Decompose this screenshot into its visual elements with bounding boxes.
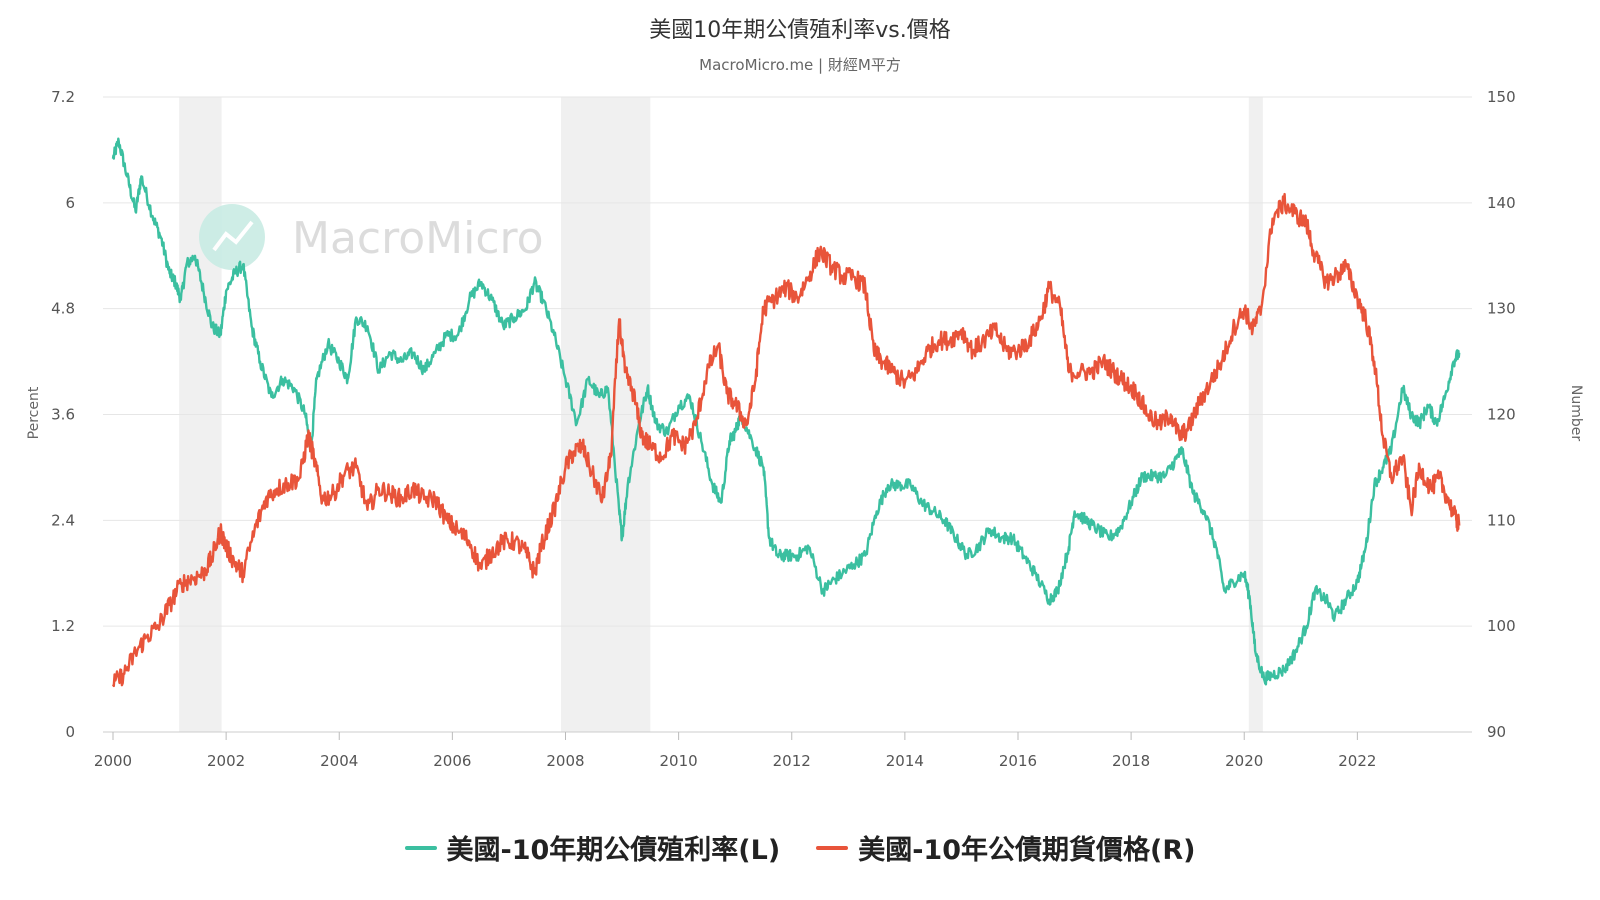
series-line-yield[interactable] <box>111 137 1461 686</box>
x-tick-label: 2002 <box>207 752 245 770</box>
x-tick-label: 2012 <box>773 752 811 770</box>
x-tick-label: 2010 <box>660 752 698 770</box>
y-right-tick-label: 110 <box>1487 511 1516 529</box>
series-layer <box>111 137 1461 688</box>
watermark: MacroMicro <box>199 204 544 270</box>
x-tick-label: 2020 <box>1225 752 1263 770</box>
axes: 0 1.2 2.4 3.6 4.8 6 7.2 90 100 110 120 130 140 150 200… <box>51 88 1516 770</box>
legend-label-yield: 美國-10年期公債殖利率(L) <box>446 835 781 866</box>
x-tick-label: 2006 <box>433 752 471 770</box>
gridlines <box>103 96 1472 733</box>
y-right-tick-label: 90 <box>1487 723 1506 741</box>
y-right-tick-label: 100 <box>1487 617 1516 635</box>
watermark-text: MacroMicro <box>292 213 544 264</box>
y-axis-left-title: Percent <box>26 386 42 439</box>
chart-title: 美國10年期公債殖利率vs.價格 <box>649 18 951 43</box>
legend-swatch-price <box>816 845 849 850</box>
legend-label-price: 美國-10年公債期貨價格(R) <box>858 835 1196 866</box>
legend-item-yield[interactable]: 美國-10年期公債殖利率(L) <box>404 828 781 867</box>
y-left-tick-label: 4.8 <box>51 300 75 318</box>
y-left-tick-label: 1.2 <box>51 617 75 635</box>
y-left-tick-label: 6 <box>65 194 75 212</box>
x-tick-label: 2014 <box>886 752 924 770</box>
y-left-tick-label: 0 <box>65 723 75 741</box>
y-left-tick-label: 2.4 <box>51 511 75 529</box>
y-right-tick-label: 120 <box>1487 406 1516 424</box>
legend-item-price[interactable]: 美國-10年公債期貨價格(R) <box>816 828 1195 867</box>
y-left-tick-label: 7.2 <box>51 88 75 106</box>
watermark-chart-glyph-icon <box>212 220 254 252</box>
legend-swatch-yield <box>404 845 437 850</box>
series-line-price[interactable] <box>111 192 1461 688</box>
y-right-tick-label: 140 <box>1487 194 1516 212</box>
x-tick-label: 2008 <box>546 752 584 770</box>
y-right-tick-label: 130 <box>1487 300 1516 318</box>
chart-subtitle: MacroMicro.me | 財經M平方 <box>699 56 901 74</box>
y-left-tick-label: 3.6 <box>51 406 75 424</box>
x-tick-label: 2018 <box>1112 752 1150 770</box>
x-tick-label: 2004 <box>320 752 358 770</box>
x-tick-label: 2000 <box>94 752 132 770</box>
x-tick-label: 2016 <box>999 752 1037 770</box>
y-axis-right-title: Number <box>1568 385 1584 441</box>
y-right-tick-label: 150 <box>1487 88 1516 106</box>
x-tick-label: 2022 <box>1338 752 1376 770</box>
legend: 美國-10年期公債殖利率(L) 美國-10年公債期貨價格(R) <box>0 828 1600 867</box>
